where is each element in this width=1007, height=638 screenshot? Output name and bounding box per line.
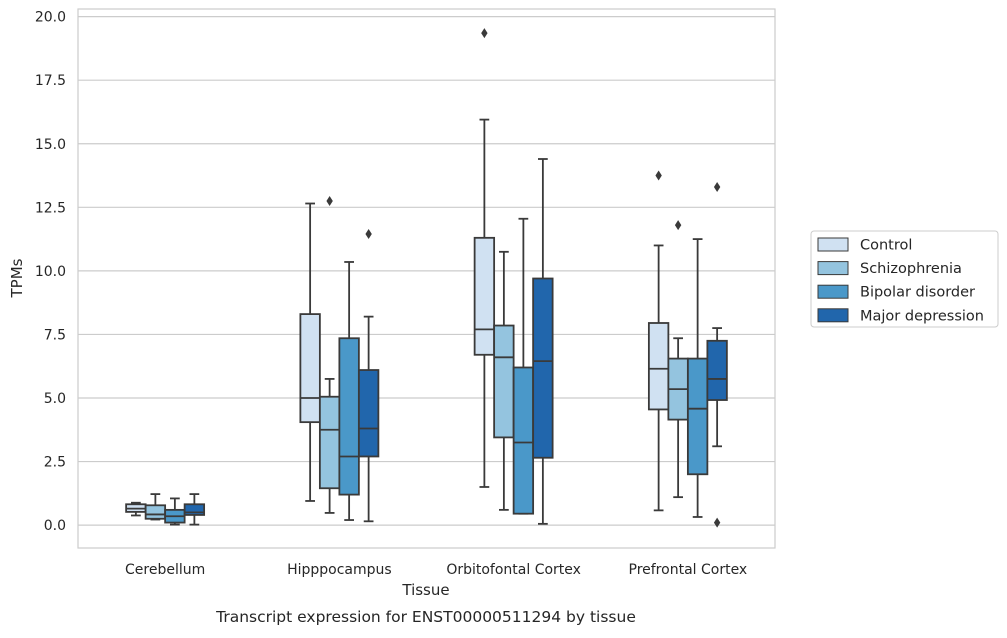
box-schizophrenia [318, 195, 341, 514]
y-axis-ticks: 0.0 2.5 5.0 7.5 10.0 12.5 15.0 17.5 20.0 [35, 10, 66, 534]
legend-swatch [817, 284, 849, 299]
box-iqr [299, 313, 321, 424]
box-major-depression [183, 493, 206, 526]
box-iqr [144, 504, 167, 520]
box-schizophrenia [667, 220, 689, 499]
legend-swatch [817, 261, 849, 276]
box-schizophrenia [493, 250, 515, 511]
box-iqr [357, 369, 380, 458]
legend-label: Major depression [860, 308, 984, 324]
outlier-point [481, 28, 488, 39]
outlier-point [655, 170, 662, 181]
box-iqr [686, 357, 709, 476]
chart-caption: Transcript expression for ENST0000051129… [215, 608, 636, 626]
legend-swatch [817, 237, 849, 252]
box-bipolar-disorder [512, 217, 535, 515]
box-iqr [318, 395, 341, 490]
legend-label: Schizophrenia [860, 261, 962, 277]
outlier-point [326, 195, 333, 206]
x-tick-label: Cerebellum [125, 562, 205, 578]
box-control [299, 202, 321, 502]
legend-frame [810, 230, 999, 328]
x-tick-label: Hipppocampus [287, 562, 392, 578]
box-bipolar-disorder [686, 238, 709, 518]
legend-label: Bipolar disorder [860, 285, 975, 301]
y-tick-label: 10.0 [35, 264, 66, 280]
box-iqr [706, 339, 728, 401]
x-axis-label: Tissue [401, 581, 449, 599]
box-major-depression [532, 158, 554, 525]
y-tick-label: 7.5 [44, 327, 66, 343]
box-schizophrenia [144, 493, 167, 521]
gridlines [78, 16, 775, 526]
box-iqr [473, 236, 496, 356]
y-tick-label: 15.0 [35, 137, 66, 153]
outlier-point [674, 220, 682, 231]
outlier-point [713, 181, 721, 192]
legend: Control Schizophrenia Bipolar disorder Majo… [810, 230, 999, 328]
x-tick-label: Prefrontal Cortex [629, 562, 748, 578]
box-control [125, 501, 147, 517]
y-tick-label: 20.0 [35, 10, 66, 26]
x-tick-label: Orbitofontal Cortex [446, 562, 581, 578]
box-bipolar-disorder [164, 497, 186, 526]
box-bipolar-disorder [338, 261, 360, 521]
legend-items: Control Schizophrenia Bipolar disorder Majo… [817, 237, 984, 324]
plot-frame [77, 8, 776, 549]
box-groups [125, 28, 728, 528]
x-axis-ticks: Cerebellum Hipppocampus Orbitofontal Corte… [125, 562, 747, 578]
y-tick-label: 0.0 [44, 518, 66, 534]
y-tick-label: 2.5 [44, 455, 66, 471]
box-iqr [512, 366, 535, 515]
outlier-point [365, 229, 372, 240]
y-tick-label: 5.0 [44, 391, 66, 407]
box-iqr [493, 324, 515, 439]
box-iqr [338, 337, 360, 496]
box-iqr [532, 277, 554, 459]
box-iqr [183, 503, 206, 516]
y-axis-label: TPMs [8, 258, 26, 298]
outlier-point [713, 517, 721, 528]
y-tick-label: 17.5 [35, 73, 66, 89]
box-control [647, 170, 670, 512]
box-major-depression [357, 229, 380, 523]
legend-swatch [817, 308, 849, 323]
box-iqr [647, 322, 670, 411]
box-major-depression [706, 181, 728, 528]
y-tick-label: 12.5 [35, 200, 66, 216]
box-control [473, 28, 496, 488]
legend-label: Control [860, 238, 912, 254]
